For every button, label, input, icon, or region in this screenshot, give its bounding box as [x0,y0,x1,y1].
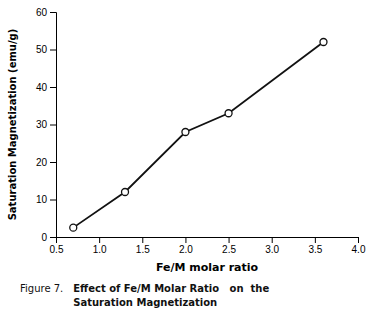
x-tick-label: 3.5 [308,244,322,255]
point [122,189,129,196]
x-tick-label: 1.5 [136,244,150,255]
y-tick: 0 [41,232,56,243]
x-tick: 4.0 [352,237,366,255]
marks [70,39,327,232]
x-tick: 1.5 [136,237,150,255]
x-axis-line [57,238,359,244]
point [182,129,189,136]
point [320,39,327,46]
y-tick-mark [50,200,56,201]
x-tick-label: 1.0 [93,244,107,255]
y-tick: 30 [36,119,56,130]
x-tick-mark [99,237,100,243]
plot: 0.5 1.0 1.5 2.0 2.5 3.0 3.5 4.0 0 10 20 30 40 50 60 [36,7,366,255]
x-tick: 1.0 [93,237,107,255]
y-axis: 0 10 20 30 40 50 60 [36,7,57,243]
line [73,42,323,228]
y-tick: 60 [36,7,56,18]
x-tick: 3.0 [265,237,279,255]
x-axis: 0.5 1.0 1.5 2.0 2.5 3.0 3.5 4.0 [50,237,366,255]
x-tick: 2.0 [179,237,193,255]
x-tick-label: 2.0 [179,244,193,255]
y-tick-label: 0 [41,232,47,243]
y-tick-mark [50,50,56,51]
y-tick: 20 [36,157,56,168]
x-tick-mark [358,237,359,243]
x-tick-label: 2.5 [222,244,236,255]
x-tick-mark [142,237,143,243]
x-tick: 3.5 [308,237,322,255]
y-tick: 10 [36,194,56,205]
caption-text: Effect of Fe/M Molar Ratio on the [73,283,269,294]
y-tick-mark [50,237,56,238]
y-tick-label: 50 [36,44,48,55]
y-tick-mark [50,162,56,163]
y-tick-label: 20 [36,157,48,168]
x-tick-mark [272,237,273,243]
y-axis-line [50,13,57,238]
caption-prefix: Figure 7. [20,283,63,294]
x-tick-mark [315,237,316,243]
x-tick-label: 0.5 [50,244,64,255]
y-tick-label: 40 [36,82,48,93]
x-tick-label: 3.0 [265,244,279,255]
x-tick-label: 4.0 [352,244,366,255]
caption-text: Saturation Magnetization [73,297,217,308]
x-tick-mark [229,237,230,243]
point [225,110,232,117]
y-tick: 50 [36,44,56,55]
y-tick-mark [50,125,56,126]
y-tick-mark [50,87,56,88]
y-axis-title: Saturation Magnetization (emu/g) [7,29,18,221]
y-tick-mark [50,12,56,13]
x-tick-mark [185,237,186,243]
x-axis-title: Fe/M molar ratio [156,261,259,274]
point [70,224,77,231]
y-tick-label: 10 [36,194,48,205]
chart: 0.5 1.0 1.5 2.0 2.5 3.0 3.5 4.0 0 10 20 30 40 50 60 Fe/… [0,0,374,322]
y-tick: 40 [36,82,56,93]
x-tick: 2.5 [222,237,236,255]
y-tick-label: 60 [36,7,48,18]
y-tick-label: 30 [36,119,48,130]
x-tick: 0.5 [50,237,64,255]
